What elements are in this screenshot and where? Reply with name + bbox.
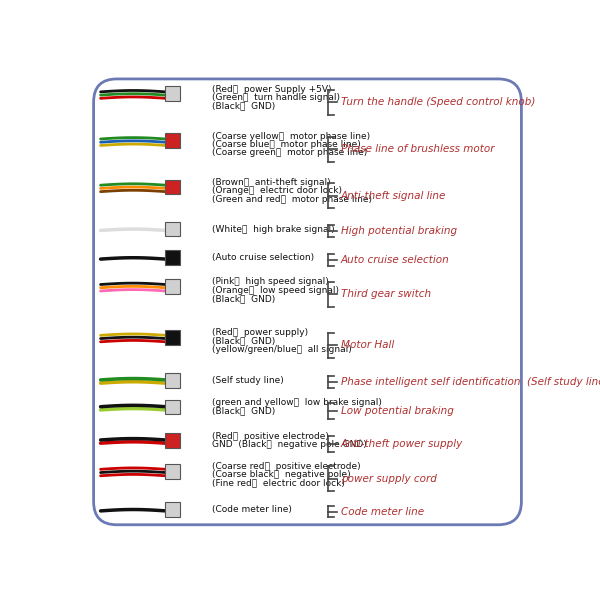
Text: (Self study line): (Self study line) — [212, 376, 284, 385]
Text: GND  (Black：  negative pole GND): GND (Black： negative pole GND) — [212, 440, 367, 449]
Text: (Fine red：  electric door lock): (Fine red： electric door lock) — [212, 479, 345, 488]
FancyBboxPatch shape — [165, 373, 180, 388]
FancyBboxPatch shape — [165, 221, 180, 236]
FancyBboxPatch shape — [165, 433, 180, 448]
FancyBboxPatch shape — [165, 502, 180, 517]
Text: Motor Hall: Motor Hall — [341, 340, 394, 350]
Text: (Green：  turn handle signal): (Green： turn handle signal) — [212, 93, 340, 102]
FancyBboxPatch shape — [165, 464, 180, 479]
Text: (yellow/green/blue：  all signal): (yellow/green/blue： all signal) — [212, 344, 352, 353]
Text: (Red：  positive electrode): (Red： positive electrode) — [212, 431, 329, 440]
Text: (Red：  power Supply +5V): (Red： power Supply +5V) — [212, 85, 332, 94]
FancyBboxPatch shape — [94, 79, 521, 525]
FancyBboxPatch shape — [165, 400, 180, 415]
FancyBboxPatch shape — [165, 179, 180, 194]
Text: power supply cord: power supply cord — [341, 474, 437, 484]
Text: (Code meter line): (Code meter line) — [212, 505, 292, 514]
Text: (Coarse black：  negative pole): (Coarse black： negative pole) — [212, 470, 351, 479]
Text: (Coarse yellow：  motor phase line): (Coarse yellow： motor phase line) — [212, 132, 370, 141]
Text: (White：  high brake signal): (White： high brake signal) — [212, 224, 335, 233]
Text: (Brown：  anti-theft signal): (Brown： anti-theft signal) — [212, 178, 331, 187]
Text: Third gear switch: Third gear switch — [341, 289, 431, 299]
Text: (Red：  power supply): (Red： power supply) — [212, 328, 308, 337]
FancyBboxPatch shape — [165, 330, 180, 344]
FancyBboxPatch shape — [165, 133, 180, 148]
Text: Phase intelligent self identification  (Self study line): Phase intelligent self identification (S… — [341, 377, 600, 387]
FancyBboxPatch shape — [165, 279, 180, 294]
Text: Code meter line: Code meter line — [341, 506, 424, 517]
Text: (Orange：  electric door lock): (Orange： electric door lock) — [212, 186, 342, 195]
Text: (Orange：  low speed signal): (Orange： low speed signal) — [212, 286, 339, 295]
Text: Turn the handle (Speed control knob): Turn the handle (Speed control knob) — [341, 97, 535, 107]
Text: (Black：  GND): (Black： GND) — [212, 407, 275, 416]
Text: (Coarse red：  positive electrode): (Coarse red： positive electrode) — [212, 462, 361, 471]
Text: (green and yellow：  low brake signal): (green and yellow： low brake signal) — [212, 398, 382, 407]
Text: (Black：  GND): (Black： GND) — [212, 294, 275, 303]
Text: (Black：  GND): (Black： GND) — [212, 337, 275, 346]
Text: (Pink：  high speed signal): (Pink： high speed signal) — [212, 277, 329, 286]
Text: Phase line of brushless motor: Phase line of brushless motor — [341, 145, 494, 154]
Text: Low potential braking: Low potential braking — [341, 406, 454, 416]
Text: (Coarse blue：  motor phase line): (Coarse blue： motor phase line) — [212, 140, 361, 149]
Text: Anti-theft power supply: Anti-theft power supply — [341, 439, 463, 449]
FancyBboxPatch shape — [165, 250, 180, 265]
FancyBboxPatch shape — [165, 86, 180, 101]
Text: Anti-theft signal line: Anti-theft signal line — [341, 191, 446, 200]
Text: (Black：  GND): (Black： GND) — [212, 101, 275, 110]
Text: (Green and red：  motor phase line): (Green and red： motor phase line) — [212, 194, 372, 203]
Text: (Coarse green：  motor phase line): (Coarse green： motor phase line) — [212, 148, 367, 157]
Text: Auto cruise selection: Auto cruise selection — [341, 255, 450, 265]
Text: High potential braking: High potential braking — [341, 226, 457, 236]
Text: (Auto cruise selection): (Auto cruise selection) — [212, 253, 314, 262]
